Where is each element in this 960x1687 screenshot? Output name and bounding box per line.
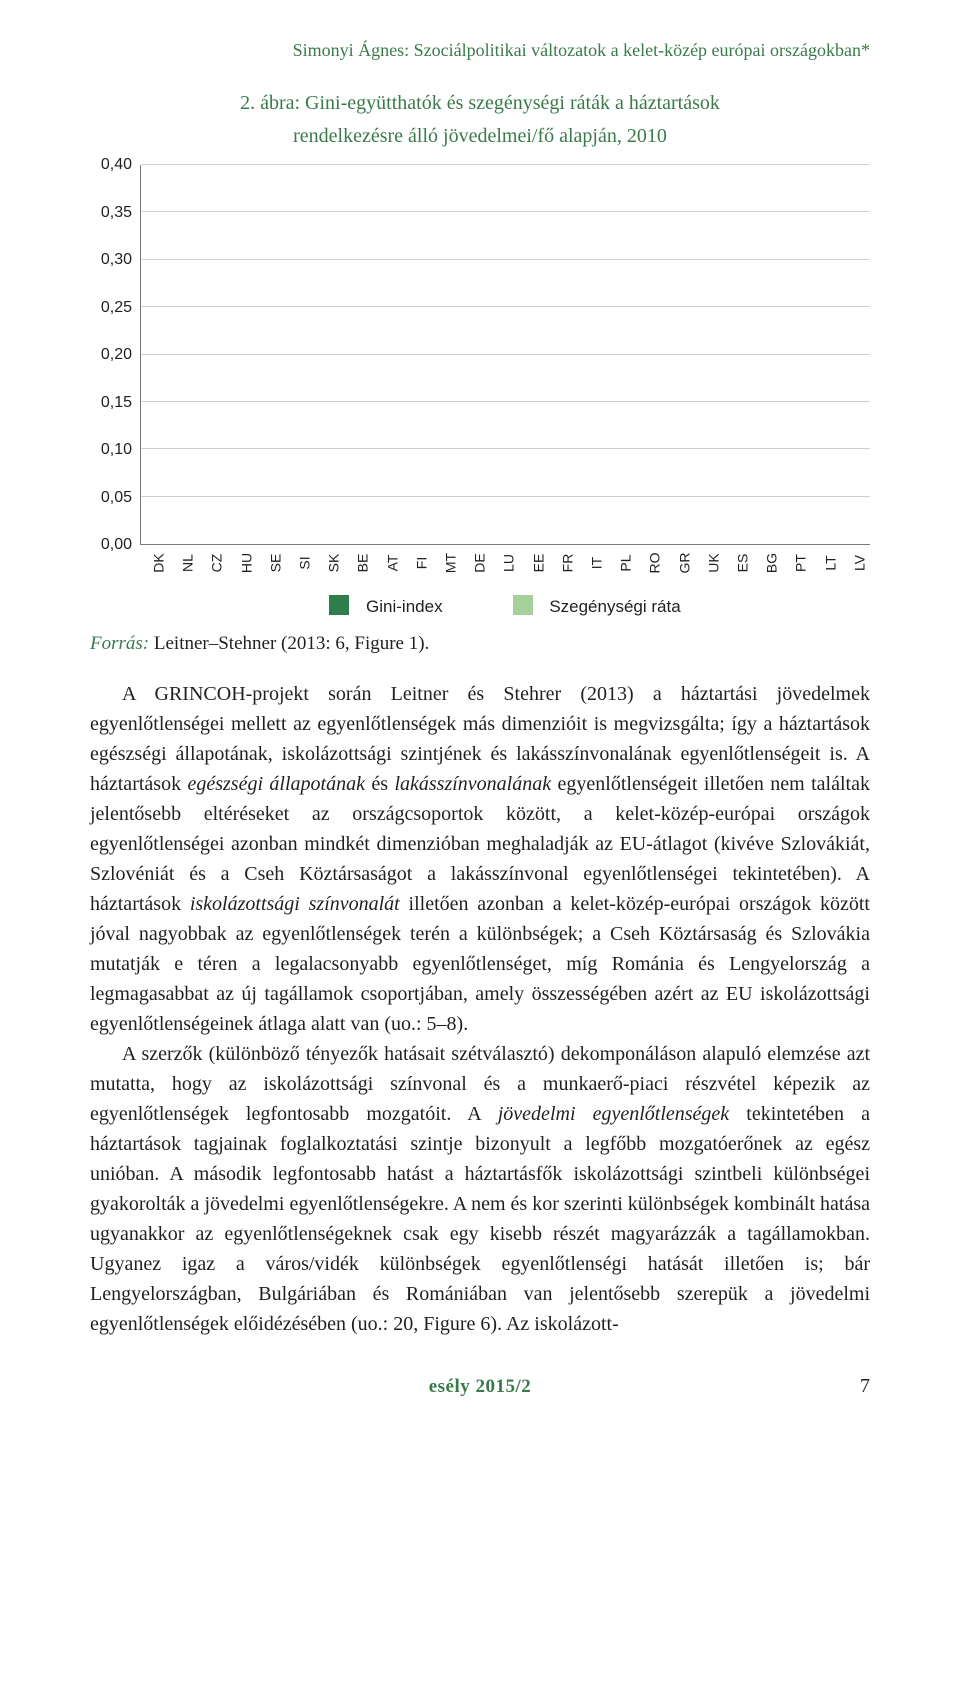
x-label-RO: RO: [639, 548, 663, 577]
x-label-DK: DK: [143, 548, 167, 577]
bars-container: [141, 165, 870, 544]
x-label-FI: FI: [405, 548, 429, 577]
y-tick-label: 0,00: [101, 536, 132, 554]
legend-label-poverty: Szegénységi ráta: [549, 597, 680, 616]
running-head: Simonyi Ágnes: Szociálpolitikai változat…: [90, 40, 870, 61]
x-label-GR: GR: [668, 548, 692, 577]
y-tick-label: 0,30: [101, 251, 132, 269]
gridline: [141, 496, 870, 497]
x-label-AT: AT: [376, 548, 400, 577]
paragraph: A GRINCOH-projekt során Leitner és Stehr…: [90, 679, 870, 1039]
gridline: [141, 448, 870, 449]
x-label-BE: BE: [347, 548, 371, 577]
x-label-CZ: CZ: [201, 548, 225, 577]
gridline: [141, 259, 870, 260]
gridline: [141, 306, 870, 307]
figure-title-line1: 2. ábra: Gini-együtthatók és szegénységi…: [90, 89, 870, 118]
gridline: [141, 401, 870, 402]
y-tick-label: 0,35: [101, 204, 132, 222]
x-label-EE: EE: [522, 548, 546, 577]
legend-item-poverty: Szegénységi ráta: [513, 595, 681, 617]
gridline: [141, 211, 870, 212]
source-label: Forrás:: [90, 633, 149, 654]
x-label-HU: HU: [230, 548, 254, 577]
x-label-MT: MT: [435, 548, 459, 577]
gridline: [141, 164, 870, 165]
y-tick-label: 0,40: [101, 156, 132, 174]
x-axis-labels: DKNLCZHUSESISKBEATFIMTDELUEEFRITPLROGRUK…: [140, 545, 870, 569]
legend-label-gini: Gini-index: [366, 597, 443, 616]
legend: Gini-index Szegénységi ráta: [140, 569, 870, 627]
source-text: Leitner–Stehner (2013: 6, Figure 1).: [149, 633, 429, 654]
bar-chart: 0,000,050,100,150,200,250,300,350,40 DKN…: [90, 165, 870, 627]
x-label-PL: PL: [610, 548, 634, 577]
legend-swatch-gini: [329, 595, 349, 615]
y-tick-label: 0,25: [101, 299, 132, 317]
y-tick-label: 0,20: [101, 346, 132, 364]
x-label-SK: SK: [318, 548, 342, 577]
page-number: 7: [830, 1375, 870, 1398]
x-label-BG: BG: [756, 548, 780, 577]
y-tick-label: 0,05: [101, 489, 132, 507]
y-axis: 0,000,050,100,150,200,250,300,350,40: [90, 165, 140, 545]
legend-swatch-poverty: [513, 595, 533, 615]
footer-journal: esély 2015/2: [130, 1376, 830, 1398]
x-label-DE: DE: [464, 548, 488, 577]
y-tick-label: 0,15: [101, 394, 132, 412]
y-tick-label: 0,10: [101, 441, 132, 459]
page-footer: esély 2015/2 7: [90, 1375, 870, 1398]
x-label-FR: FR: [551, 548, 575, 577]
x-label-LT: LT: [814, 548, 838, 577]
figure-source: Forrás: Leitner–Stehner (2013: 6, Figure…: [90, 633, 870, 655]
legend-item-gini: Gini-index: [329, 595, 442, 617]
x-label-LU: LU: [493, 548, 517, 577]
x-label-SE: SE: [259, 548, 283, 577]
x-label-PT: PT: [785, 548, 809, 577]
x-label-LV: LV: [843, 548, 867, 577]
x-label-SI: SI: [289, 548, 313, 577]
gridline: [141, 354, 870, 355]
paragraph: A szerzők (különböző tényezők hatásait s…: [90, 1039, 870, 1339]
x-label-NL: NL: [172, 548, 196, 577]
x-label-UK: UK: [697, 548, 721, 577]
body-text: A GRINCOH-projekt során Leitner és Stehr…: [90, 679, 870, 1339]
plot-area: [140, 165, 870, 545]
figure-title-line2: rendelkezésre álló jövedelmei/fő alapján…: [90, 122, 870, 151]
x-label-ES: ES: [727, 548, 751, 577]
x-label-IT: IT: [581, 548, 605, 577]
